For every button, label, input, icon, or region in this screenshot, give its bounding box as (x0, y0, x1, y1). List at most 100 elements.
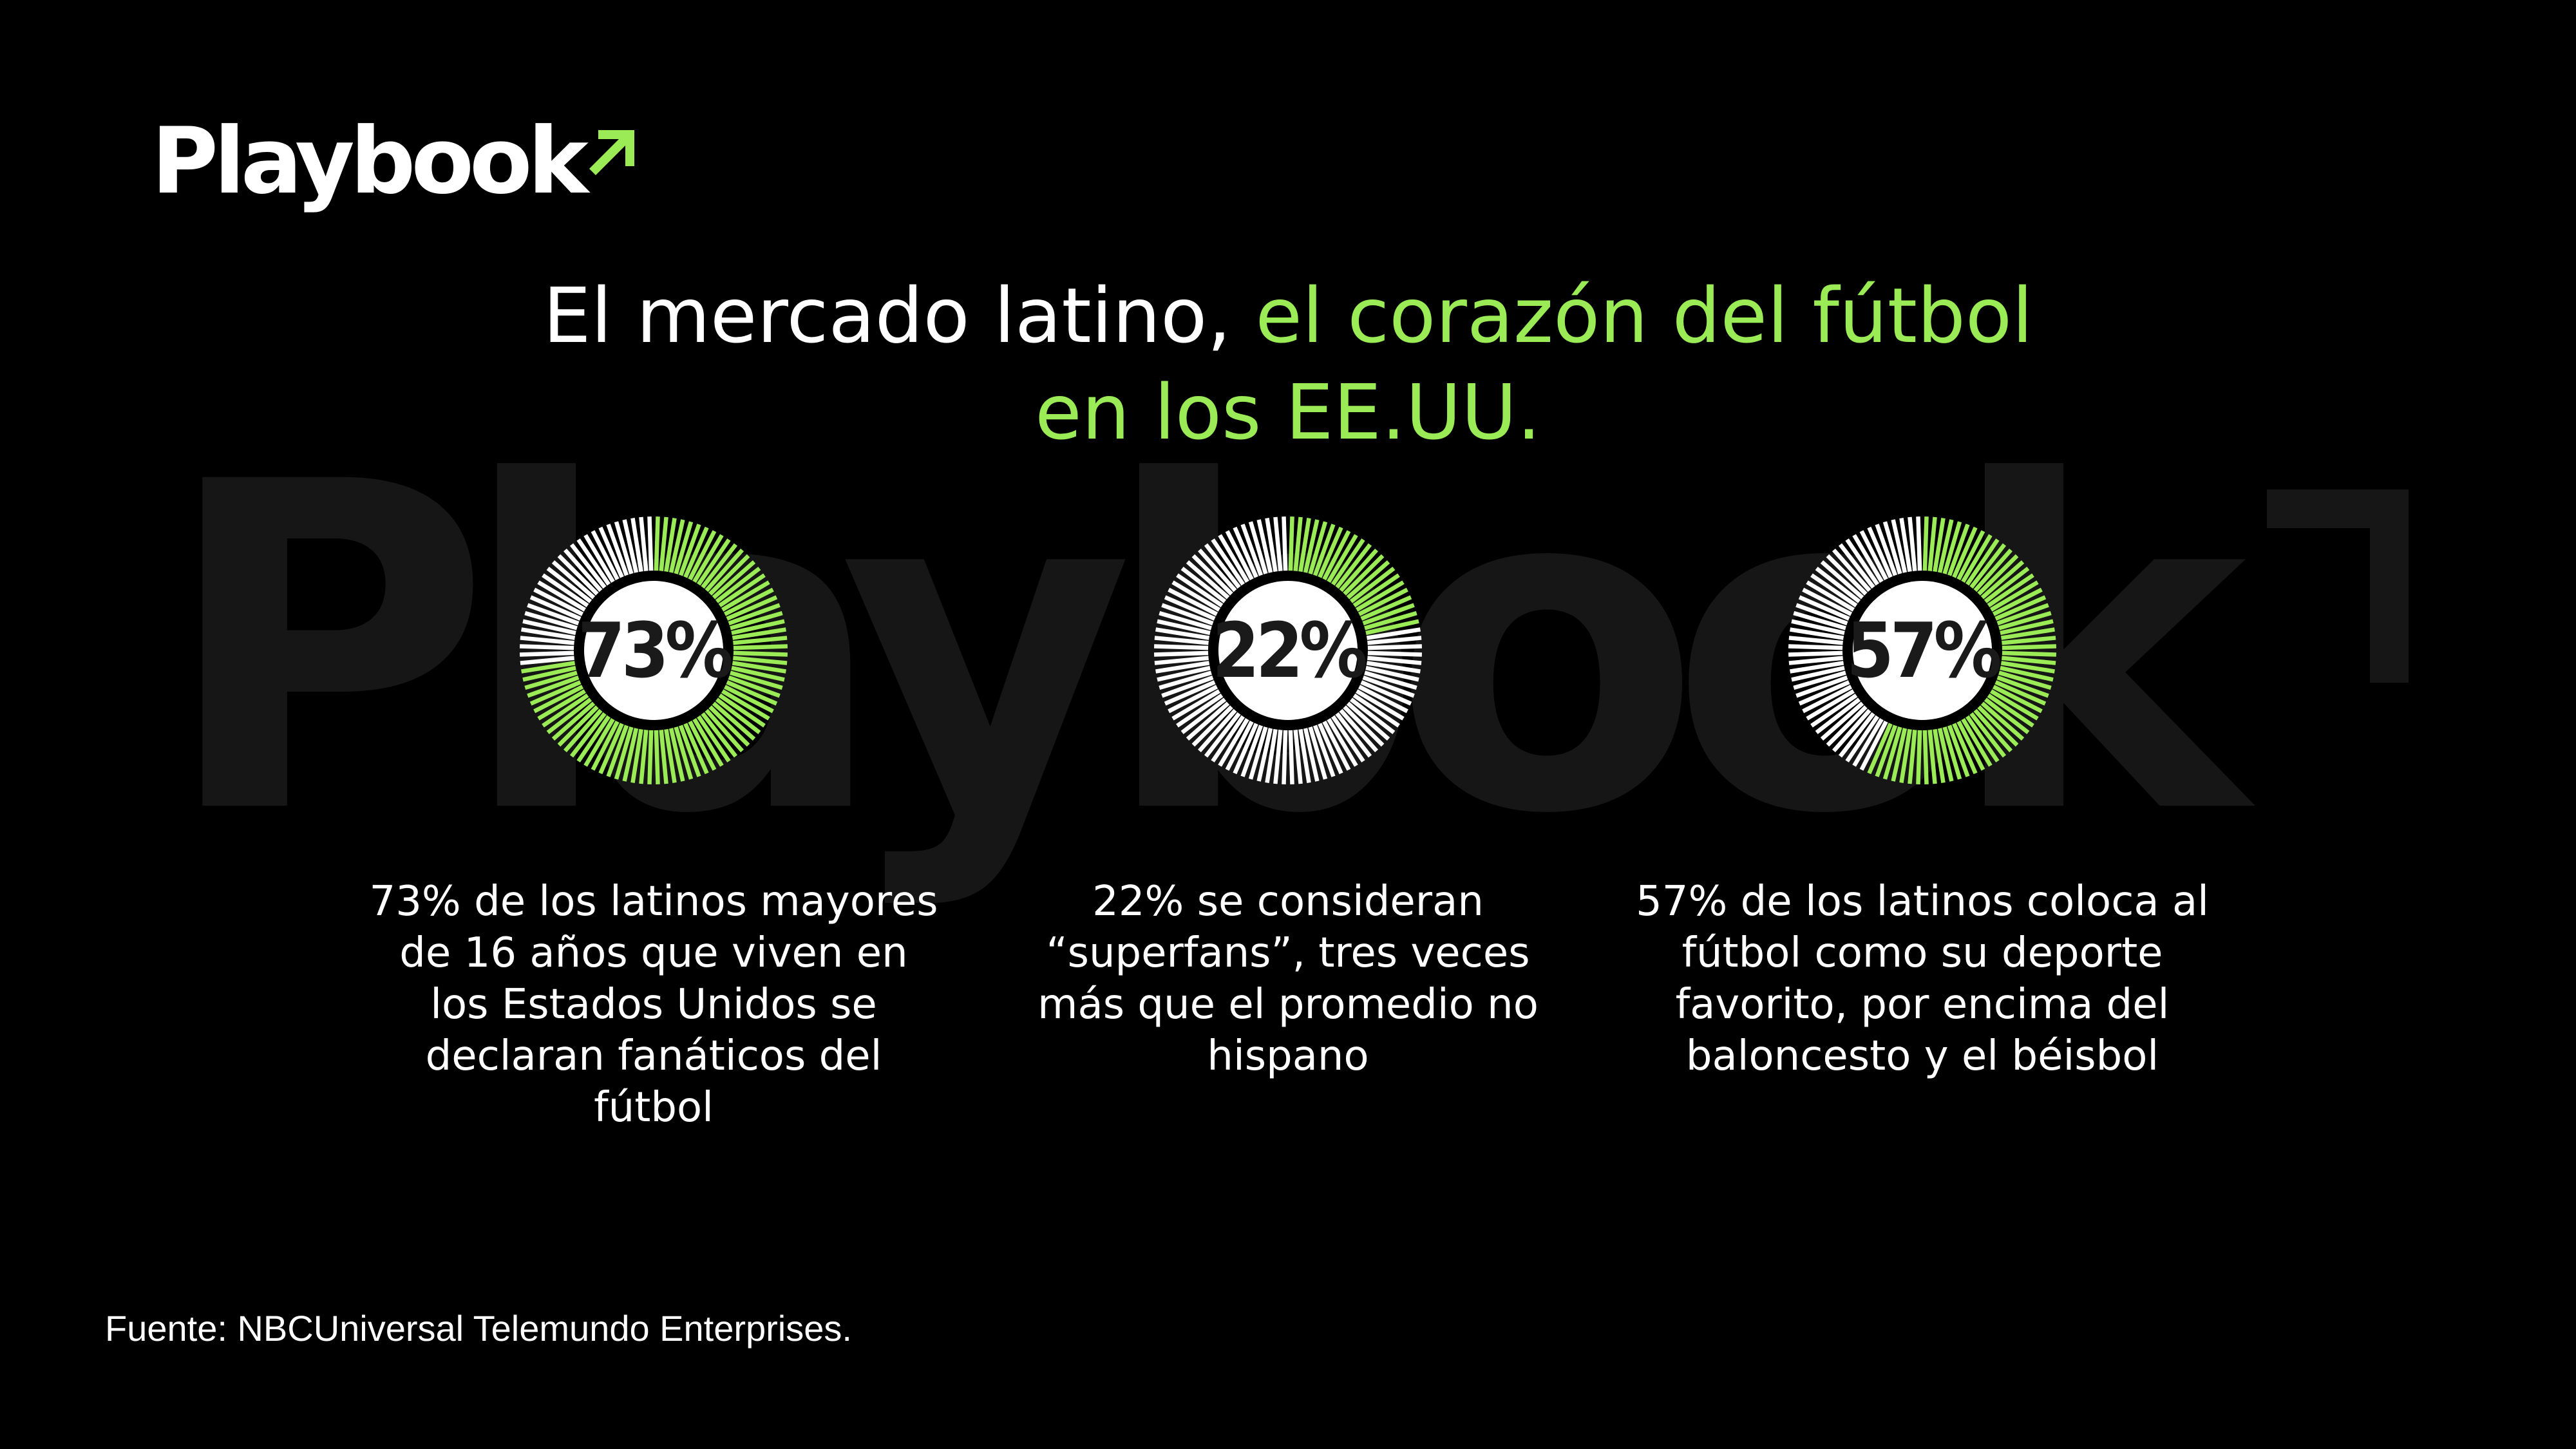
filled-segment (614, 723, 635, 780)
empty-segment (1282, 516, 1288, 575)
empty-segment (1363, 627, 1421, 641)
filled-segment (1998, 655, 2056, 665)
empty-segment (1325, 714, 1358, 767)
empty-segment (1180, 566, 1229, 606)
empty-segment (519, 644, 578, 650)
empty-segment (1790, 660, 1848, 674)
filled-segment (569, 709, 609, 758)
empty-segment (583, 534, 617, 587)
empty-segment (1154, 636, 1213, 646)
filled-segment (1941, 723, 1962, 780)
filled-segment (694, 712, 731, 762)
empty-segment (1186, 699, 1233, 741)
empty-segment (622, 519, 639, 577)
filled-segment (1955, 530, 1985, 584)
filled-segment (724, 674, 781, 698)
title-line-2: en los EE.UU. (1035, 368, 1541, 457)
filled-segment (639, 726, 649, 784)
filled-segment (533, 683, 587, 714)
filled-segment (1916, 726, 1922, 785)
filled-segment (1311, 524, 1336, 580)
filled-segment (564, 706, 605, 753)
filled-segment (622, 724, 639, 782)
filled-segment (1984, 573, 2034, 610)
empty-segment (527, 603, 583, 627)
empty-segment (1820, 560, 1867, 602)
empty-segment (1159, 611, 1216, 632)
empty-segment (1788, 650, 1847, 657)
filled-segment (1994, 669, 2052, 690)
empty-segment (1168, 587, 1222, 618)
filled-segment (1329, 538, 1365, 589)
empty-segment (1157, 665, 1215, 682)
empty-segment (1176, 691, 1227, 728)
percent-label-3: 57% (1846, 606, 2002, 695)
empty-segment (529, 595, 585, 623)
filled-segment (1946, 721, 1970, 777)
empty-segment (1845, 712, 1882, 762)
empty-segment (520, 636, 578, 646)
filled-segment (690, 534, 724, 587)
filled-segment (1967, 543, 2007, 592)
empty-segment (1233, 526, 1260, 582)
page-title: El mercado latino, el corazón del fútbol… (0, 267, 2576, 460)
filled-segment (694, 538, 731, 589)
filled-segment (1981, 695, 2030, 735)
filled-segment (1993, 674, 2049, 698)
empty-segment (546, 566, 595, 606)
empty-segment (1347, 695, 1396, 735)
filled-segment (1932, 725, 1946, 783)
watermark-arrow-icon (2267, 489, 2409, 683)
empty-segment (1832, 548, 1874, 595)
filled-segment (1908, 726, 1918, 784)
filled-segment (1336, 548, 1378, 595)
empty-segment (1248, 723, 1269, 780)
filled-segment (1360, 611, 1417, 632)
filled-segment (529, 678, 585, 706)
filled-segment (1994, 611, 2052, 632)
filled-segment (1986, 687, 2039, 721)
empty-segment (1161, 674, 1218, 698)
empty-segment (1891, 519, 1908, 577)
empty-segment (1859, 717, 1890, 771)
filled-segment (1320, 530, 1351, 584)
filled-segment (686, 530, 717, 584)
empty-segment (557, 554, 601, 598)
empty-segment (1240, 524, 1265, 580)
filled-segment (1352, 580, 1405, 614)
filled-segment (726, 669, 783, 690)
filled-segment (686, 717, 717, 771)
filled-segment (672, 723, 694, 780)
empty-segment (1329, 712, 1365, 762)
filled-segment (1963, 538, 2000, 589)
empty-segment (1798, 678, 1853, 706)
filled-segment (1959, 534, 1993, 587)
empty-segment (1233, 719, 1260, 775)
filled-segment (1955, 717, 1985, 771)
empty-segment (1265, 725, 1278, 783)
filled-segment (647, 726, 654, 785)
empty-segment (1161, 603, 1218, 627)
empty-segment (1852, 714, 1886, 767)
empty-segment (1358, 674, 1415, 698)
empty-segment (1225, 530, 1256, 584)
empty-segment (1155, 660, 1213, 674)
empty-segment (1218, 714, 1251, 767)
filled-segment (681, 526, 709, 582)
filled-segment (1349, 573, 1400, 610)
filled-segment (1989, 587, 2043, 618)
donut-chart-2: 22% (1153, 515, 1423, 786)
donut-svg-1 (519, 516, 788, 785)
empty-segment (1198, 548, 1240, 595)
empty-segment (522, 619, 580, 636)
filled-segment (723, 595, 778, 623)
empty-segment (1899, 518, 1913, 576)
empty-segment (1157, 619, 1215, 636)
filled-segment (1996, 665, 2054, 682)
empty-segment (1302, 724, 1320, 782)
filled-segment (521, 660, 579, 674)
empty-segment (569, 543, 609, 592)
empty-segment (1240, 721, 1265, 777)
empty-segment (1155, 627, 1213, 641)
filled-segment (1941, 521, 1962, 578)
